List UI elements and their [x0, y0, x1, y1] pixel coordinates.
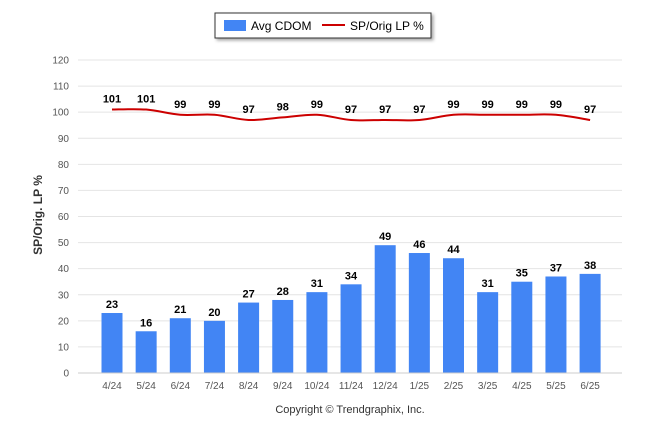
- bar-6-24: [169, 318, 191, 373]
- x-tick-label-5-24: 5/24: [136, 381, 156, 392]
- y-tick-label-10: 10: [58, 342, 70, 353]
- bar-value-label: 46: [413, 239, 425, 251]
- line-value-label: 97: [379, 104, 391, 116]
- copyright-text: Copyright © Trendgraphix, Inc.: [275, 404, 424, 416]
- line-value-label: 97: [345, 104, 357, 116]
- bar-value-label: 20: [208, 307, 220, 319]
- bar-1-25: [408, 253, 430, 373]
- y-axis: 0 10 20 30 40 50 60 70 80 90 100 110 120: [52, 56, 69, 380]
- line-value-label: 97: [413, 104, 425, 116]
- x-tick-label-7-24: 7/24: [205, 381, 225, 392]
- x-tick-label-4-25: 4/25: [512, 381, 532, 392]
- line-value-label: 101: [103, 94, 121, 106]
- line-value-label: 99: [311, 99, 323, 111]
- bar-value-label: 37: [550, 262, 562, 274]
- bar-value-label: 31: [482, 278, 494, 290]
- y-tick-label-100: 100: [52, 108, 69, 119]
- bar-9-24: [272, 299, 294, 373]
- bar-value-label: 34: [345, 270, 358, 282]
- x-tick-label-10-24: 10/24: [304, 381, 329, 392]
- bar-value-label: 27: [242, 289, 254, 301]
- bar-10-24: [306, 292, 328, 373]
- line-sp-orig-lp: [111, 108, 591, 122]
- line-value-label: 99: [174, 99, 186, 111]
- bar-value-label: 38: [584, 260, 596, 272]
- legend: Avg CDOM SP/Orig LP %: [214, 12, 432, 39]
- bar-2-25: [443, 258, 464, 373]
- y-axis-label: SP/Orig. LP %: [31, 175, 45, 255]
- x-axis: 4/24 5/24 6/24 7/24 8/24 9/24 10/24 11/24 12/24 1…: [78, 372, 622, 392]
- line-value-label: 98: [277, 101, 289, 113]
- bar-5-25: [545, 276, 567, 373]
- x-tick-label-11-24: 11/24: [339, 381, 364, 392]
- y-tick-label-70: 70: [58, 186, 70, 197]
- bar-value-label: 31: [311, 278, 323, 290]
- x-tick-label-2-25: 2/25: [444, 381, 464, 392]
- x-tick-label-4-24: 4/24: [102, 381, 122, 392]
- bar-value-label: 44: [447, 244, 460, 256]
- bar-12-24: [374, 245, 396, 373]
- y-tick-label-30: 30: [58, 290, 70, 301]
- x-tick-label-6-25: 6/25: [580, 381, 600, 392]
- y-tick-label-0: 0: [63, 369, 69, 380]
- line-value-label: 97: [242, 104, 254, 116]
- bar-value-label: 16: [140, 317, 152, 329]
- legend-label-avg-cdom: Avg CDOM: [251, 19, 311, 33]
- bar-7-24: [203, 320, 225, 373]
- y-tick-label-60: 60: [58, 212, 70, 223]
- y-tick-label-40: 40: [58, 264, 70, 275]
- bar-11-24: [340, 284, 362, 373]
- bar-8-24: [238, 302, 260, 373]
- line-value-label: 99: [550, 99, 562, 111]
- line-value-label: 101: [137, 94, 155, 106]
- bar-4-25: [511, 281, 533, 373]
- legend-swatch-avg-cdom: [224, 20, 246, 31]
- legend-label-sp-orig-lp: SP/Orig LP %: [350, 19, 424, 33]
- line-value-label: 99: [208, 99, 220, 111]
- x-tick-label-8-24: 8/24: [239, 381, 259, 392]
- x-tick-label-6-24: 6/24: [171, 381, 191, 392]
- line-value-label: 97: [584, 104, 596, 116]
- bar-5-24: [135, 331, 157, 373]
- bar-value-label: 28: [277, 286, 289, 298]
- y-tick-label-20: 20: [58, 316, 70, 327]
- x-tick-label-12-24: 12/24: [373, 381, 398, 392]
- x-tick-label-3-25: 3/25: [478, 381, 498, 392]
- bar-4-24: [101, 313, 123, 373]
- bar-value-label: 35: [516, 268, 528, 280]
- y-tick-label-90: 90: [58, 134, 70, 145]
- x-tick-label-5-25: 5/25: [546, 381, 566, 392]
- line-series: 101 101 99 99 97 98 99 97 97 97 99 99 99 99 97: [103, 94, 596, 122]
- y-tick-label-80: 80: [58, 160, 70, 171]
- x-tick-label-9-24: 9/24: [273, 381, 293, 392]
- bar-value-label: 49: [379, 231, 391, 243]
- x-tick-label-1-25: 1/25: [410, 381, 430, 392]
- line-value-label: 99: [516, 99, 528, 111]
- y-tick-label-110: 110: [53, 82, 69, 93]
- bars: 23 16 21 20 27 28 31 34 49 46 44 31 35 37 38: [101, 231, 601, 373]
- line-value-label: 99: [482, 99, 494, 111]
- line-value-label: 99: [447, 99, 459, 111]
- bar-3-25: [477, 292, 499, 373]
- bar-value-label: 23: [106, 299, 118, 311]
- bar-6-25: [579, 273, 601, 373]
- y-tick-label-50: 50: [58, 238, 70, 249]
- y-tick-label-120: 120: [52, 56, 69, 67]
- bar-value-label: 21: [174, 304, 186, 316]
